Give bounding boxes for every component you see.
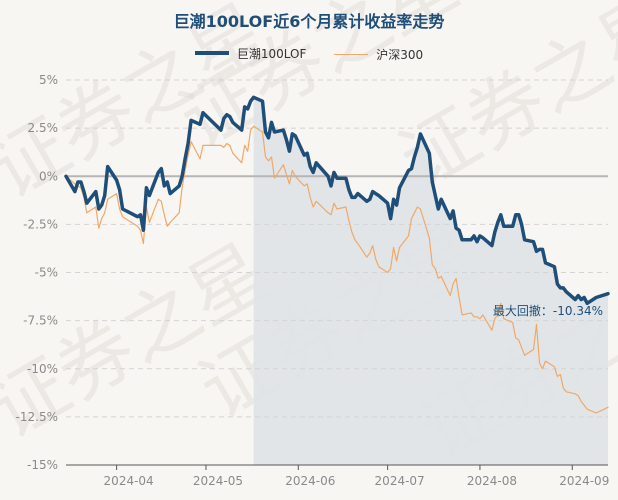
x-tick-label: 2024-04	[104, 474, 154, 488]
legend-item-index[interactable]: 沪深300	[334, 46, 423, 63]
y-tick-label: -12.5%	[16, 410, 58, 424]
drawdown-area	[253, 97, 608, 466]
x-tick-label: 2024-05	[193, 474, 243, 488]
x-tick-label: 2024-06	[285, 474, 335, 488]
chart-title: 巨潮100LOF近6个月累计收益率走势	[173, 12, 445, 31]
y-tick-label: -15%	[27, 458, 58, 472]
y-tick-label: -5%	[35, 266, 58, 280]
x-tick-label: 2024-09	[559, 474, 609, 488]
legend-item-fund[interactable]: 巨潮100LOF	[194, 45, 307, 62]
legend-label-index: 沪深300	[376, 48, 424, 62]
legend-swatch-fund	[194, 51, 229, 55]
y-tick-label: -7.5%	[23, 314, 58, 328]
y-tick-label: 5%	[39, 73, 58, 87]
x-tick-label: 2024-07	[375, 474, 425, 488]
x-tick-label: 2024-08	[467, 474, 517, 488]
y-tick-label: -2.5%	[23, 217, 58, 231]
legend-label-fund: 巨潮100LOF	[236, 46, 307, 61]
y-tick-label: -10%	[27, 362, 58, 376]
legend: 巨潮100LOF 沪深300	[0, 44, 618, 63]
y-tick-label: 2.5%	[28, 121, 59, 135]
series-line-fund	[64, 95, 610, 306]
y-tick-label: 0%	[39, 169, 58, 183]
drawdown-annotation: 最大回撤：-10.34%	[493, 303, 603, 318]
legend-swatch-index	[334, 54, 369, 55]
series-line-index	[65, 125, 609, 414]
